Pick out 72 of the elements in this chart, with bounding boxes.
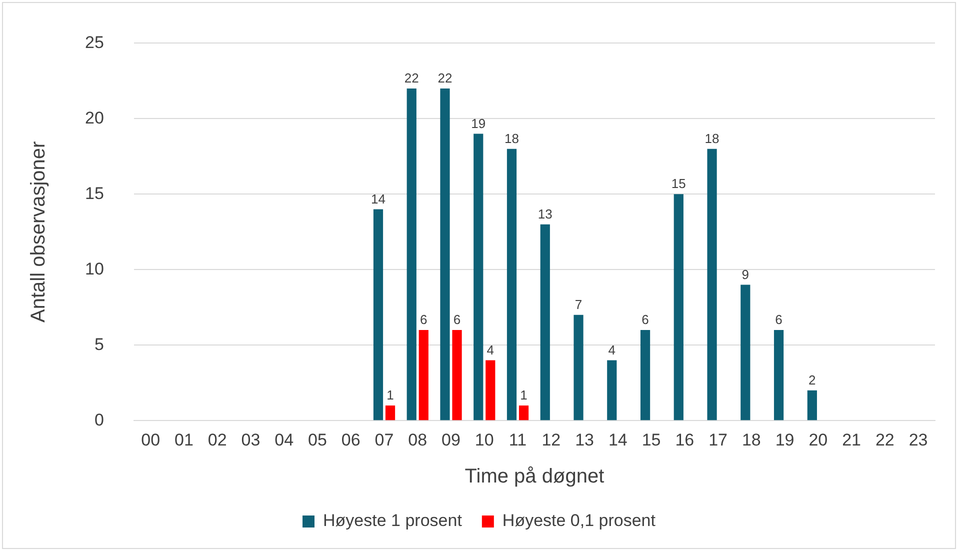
data-label: 6 xyxy=(775,312,782,328)
x-tick-label: 07 xyxy=(374,430,394,450)
x-tick-label: 12 xyxy=(542,430,561,450)
x-tick-label: 20 xyxy=(808,430,828,450)
bar xyxy=(373,209,384,420)
data-label: 14 xyxy=(371,191,386,206)
data-label: 13 xyxy=(538,206,552,222)
bar xyxy=(640,330,650,420)
x-tick-label: 09 xyxy=(442,430,460,450)
legend-label: Høyeste 0,1 prosent xyxy=(502,511,656,530)
data-label: 4 xyxy=(486,342,494,358)
bar xyxy=(452,330,462,420)
x-tick-label: 04 xyxy=(274,430,294,450)
y-tick-label: 25 xyxy=(84,32,104,52)
x-tick-label: 14 xyxy=(608,430,628,450)
data-label: 7 xyxy=(574,297,582,312)
data-label: 19 xyxy=(471,116,486,131)
x-tick-label: 11 xyxy=(508,430,527,450)
x-tick-label: 03 xyxy=(241,430,260,450)
x-axis-title: Time på døgnet xyxy=(464,466,605,488)
data-label: 22 xyxy=(438,70,452,86)
data-label: 18 xyxy=(704,130,720,146)
bar xyxy=(540,224,550,420)
x-tick-label: 08 xyxy=(408,430,428,450)
bar xyxy=(440,88,450,420)
data-label: 18 xyxy=(504,130,519,146)
y-tick-label: 0 xyxy=(94,410,104,430)
bar xyxy=(807,390,817,420)
x-tick-label: 05 xyxy=(308,430,327,450)
bar xyxy=(474,134,484,420)
bar xyxy=(385,406,396,420)
x-tick-label: 00 xyxy=(141,430,160,450)
x-tick-label: 22 xyxy=(875,430,894,450)
y-tick-label: 15 xyxy=(84,184,104,203)
data-label: 6 xyxy=(420,312,428,328)
data-label: 6 xyxy=(642,312,649,328)
data-label: 22 xyxy=(404,70,419,86)
x-tick-label: 02 xyxy=(208,430,227,450)
x-tick-label: 17 xyxy=(708,430,728,450)
x-tick-label: 23 xyxy=(908,430,928,450)
x-tick-label: 21 xyxy=(842,430,862,450)
data-label: 4 xyxy=(608,342,616,358)
y-tick-label: 20 xyxy=(84,108,104,128)
y-tick-label: 5 xyxy=(94,334,104,354)
x-tick-label: 18 xyxy=(742,430,761,450)
data-label: 6 xyxy=(453,312,461,328)
bar xyxy=(418,330,428,420)
bar xyxy=(518,406,529,420)
x-tick-label: 10 xyxy=(474,430,494,450)
bar xyxy=(486,360,496,420)
data-label: 1 xyxy=(386,388,394,403)
bar xyxy=(406,88,416,420)
legend-label: Høyeste 1 prosent xyxy=(323,511,462,530)
y-axis-title: Antall observasjoner xyxy=(28,140,50,323)
x-tick-label: 13 xyxy=(575,430,594,450)
bar xyxy=(774,330,784,420)
bar xyxy=(506,148,517,420)
bar xyxy=(607,360,617,420)
x-tick-label: 19 xyxy=(775,430,794,450)
x-tick-label: 01 xyxy=(174,430,194,450)
x-tick-label: 16 xyxy=(675,430,694,450)
y-tick-label: 10 xyxy=(84,259,104,278)
bar xyxy=(707,148,717,420)
bar xyxy=(740,284,750,420)
data-label: 15 xyxy=(671,176,686,192)
x-tick-label: 06 xyxy=(341,430,360,450)
x-tick-label: 15 xyxy=(642,430,661,450)
bar xyxy=(674,194,684,420)
bar xyxy=(574,314,584,420)
data-label: 2 xyxy=(808,372,816,388)
data-label: 9 xyxy=(742,266,750,282)
data-label: 1 xyxy=(520,388,528,403)
